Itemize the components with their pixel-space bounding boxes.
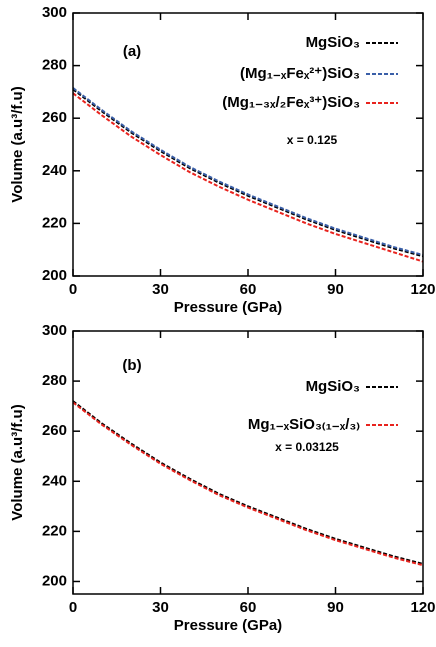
panel-label: (b) <box>122 357 141 374</box>
x-axis-label: Pressure (GPa) <box>174 617 282 634</box>
panel-label: (a) <box>123 43 141 60</box>
data-line <box>72 87 424 256</box>
y-tick-label: 300 <box>42 4 67 21</box>
y-tick-label: 280 <box>42 372 67 389</box>
y-tick-label: 260 <box>42 422 67 439</box>
legend-label: (Mg₁₋ₓFeₓ²⁺)SiO₃ <box>240 65 360 82</box>
annotation: x = 0.03125 <box>275 440 339 454</box>
y-tick-label: 240 <box>42 472 67 489</box>
data-line <box>72 92 424 263</box>
y-tick-label: 260 <box>42 109 67 126</box>
legend-label: MgSiO₃ <box>306 34 360 51</box>
x-tick-label: 0 <box>69 281 77 298</box>
y-tick-label: 220 <box>42 522 67 539</box>
plot-frame <box>72 330 424 595</box>
legend-label: (Mg₁₋₃ₓ/₂Feₓ³⁺)SiO₃ <box>222 94 360 111</box>
y-tick-label: 240 <box>42 162 67 179</box>
data-line <box>72 400 424 565</box>
legend-label: Mg₁₋ₓSiO₃₍₁₋ₓ/₃₎ <box>248 416 360 433</box>
data-line <box>72 401 424 567</box>
annotation: x = 0.125 <box>287 133 338 147</box>
plot-frame <box>72 12 424 277</box>
y-axis-label: Volume (a.u³/f.u) <box>9 86 26 202</box>
x-tick-label: 90 <box>327 281 344 298</box>
y-tick-label: 200 <box>42 267 67 284</box>
x-tick-label: 90 <box>327 599 344 616</box>
x-axis-label: Pressure (GPa) <box>174 299 282 316</box>
x-tick-label: 60 <box>240 599 257 616</box>
y-tick-label: 220 <box>42 214 67 231</box>
y-tick-label: 280 <box>42 57 67 74</box>
y-tick-label: 300 <box>42 322 67 339</box>
x-tick-label: 30 <box>152 599 169 616</box>
x-tick-label: 60 <box>240 281 257 298</box>
x-tick-label: 30 <box>152 281 169 298</box>
data-line <box>72 88 424 258</box>
legend-label: MgSiO₃ <box>306 378 360 395</box>
x-tick-label: 120 <box>410 599 435 616</box>
y-axis-label: Volume (a.u³/f.u) <box>9 404 26 520</box>
y-tick-label: 200 <box>42 572 67 589</box>
x-tick-label: 120 <box>410 281 435 298</box>
x-tick-label: 0 <box>69 599 77 616</box>
